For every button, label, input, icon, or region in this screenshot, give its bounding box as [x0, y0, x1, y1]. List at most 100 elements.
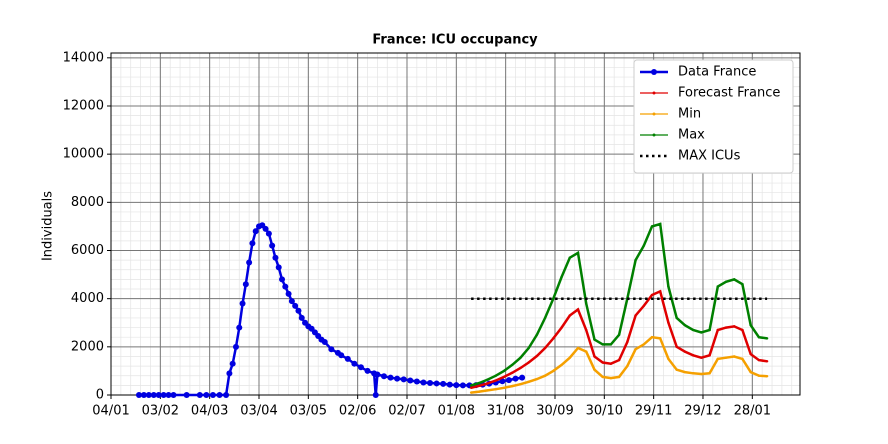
legend: Data France Forecast France Min Max MAX ICUs [633, 59, 794, 174]
x-tick-label: 31/08 [487, 404, 524, 419]
data-point [724, 280, 728, 284]
data-point [757, 374, 761, 377]
data-point [344, 355, 351, 362]
data-point [511, 363, 514, 367]
data-point [708, 354, 711, 357]
data-point [519, 374, 526, 381]
data-point [321, 339, 328, 346]
data-point [236, 324, 243, 331]
data-point [527, 361, 530, 364]
data-point [741, 357, 744, 361]
data-point [543, 316, 547, 320]
data-point [749, 352, 752, 356]
data-point [380, 373, 387, 380]
data-point [387, 374, 394, 381]
data-point [535, 333, 539, 336]
data-point [292, 302, 299, 309]
data-point [440, 380, 447, 387]
data-point [196, 392, 203, 398]
data-point [585, 328, 588, 332]
data-point [733, 325, 736, 328]
data-point [246, 259, 253, 266]
data-point [502, 369, 506, 373]
data-point [659, 290, 662, 293]
x-tick-label: 03/02 [142, 404, 179, 419]
data-point [499, 378, 506, 385]
data-point [285, 290, 292, 297]
data-point [560, 275, 563, 279]
y-tick-label: 14000 [63, 50, 104, 65]
data-point [749, 323, 752, 327]
data-point [568, 356, 571, 359]
data-point [140, 392, 147, 398]
data-point [282, 283, 289, 290]
data-point [568, 314, 571, 317]
data-point [700, 372, 703, 376]
data-point [765, 360, 769, 363]
y-tick-label: 12000 [63, 98, 104, 113]
data-point [642, 343, 645, 346]
legend-label: Data France [678, 65, 756, 80]
data-point [626, 340, 629, 344]
data-point [511, 384, 514, 388]
data-point [502, 375, 506, 379]
data-point [716, 285, 719, 288]
legend-label: MAX ICUs [678, 149, 741, 164]
data-point [527, 346, 530, 350]
data-point [634, 348, 637, 351]
chart-title: France: ICU occupancy [372, 33, 538, 48]
legend-marker [652, 133, 656, 137]
data-point [700, 331, 703, 334]
data-point [459, 382, 466, 389]
y-axis-label: Individuals [41, 191, 56, 261]
x-tick-label: 30/09 [536, 404, 573, 419]
data-point [203, 392, 210, 398]
data-point [420, 379, 427, 386]
data-point [265, 230, 272, 237]
data-point [667, 321, 670, 324]
data-point [242, 281, 249, 288]
legend-label: Max [678, 128, 705, 143]
data-point [659, 222, 662, 226]
data-point [642, 304, 645, 308]
data-point [502, 386, 506, 389]
data-point [478, 381, 481, 385]
data-point [505, 377, 512, 384]
data-point [446, 381, 453, 388]
data-point [486, 389, 489, 392]
data-point [741, 283, 744, 286]
legend-marker [652, 112, 656, 116]
x-tick-label: 29/11 [635, 404, 672, 419]
data-point [155, 392, 162, 398]
x-tick-label: 03/04 [240, 404, 277, 419]
legend-marker [652, 91, 656, 95]
plot-frame [110, 52, 801, 396]
data-point [675, 368, 678, 371]
data-point [407, 377, 414, 384]
data-point [298, 314, 305, 321]
data-point [560, 363, 563, 367]
data-point [295, 307, 302, 314]
data-point [650, 225, 654, 228]
data-point [757, 335, 761, 339]
data-point [535, 377, 539, 381]
y-tick-label: 0 [96, 388, 104, 403]
data-point [145, 392, 152, 398]
data-point [165, 392, 172, 398]
data-point [634, 314, 637, 317]
data-point [733, 278, 736, 281]
data-point [400, 376, 407, 383]
data-point [288, 298, 295, 305]
data-point [757, 358, 761, 362]
data-point [239, 300, 246, 307]
data-point [394, 375, 401, 382]
data-point [469, 384, 473, 387]
y-tick-label: 8000 [71, 195, 104, 210]
legend-label: Forecast France [678, 86, 780, 101]
data-point [683, 370, 687, 374]
data-point [275, 264, 282, 271]
data-point [170, 392, 177, 398]
data-point [724, 356, 728, 359]
data-point [609, 343, 613, 346]
data-point [765, 375, 769, 378]
